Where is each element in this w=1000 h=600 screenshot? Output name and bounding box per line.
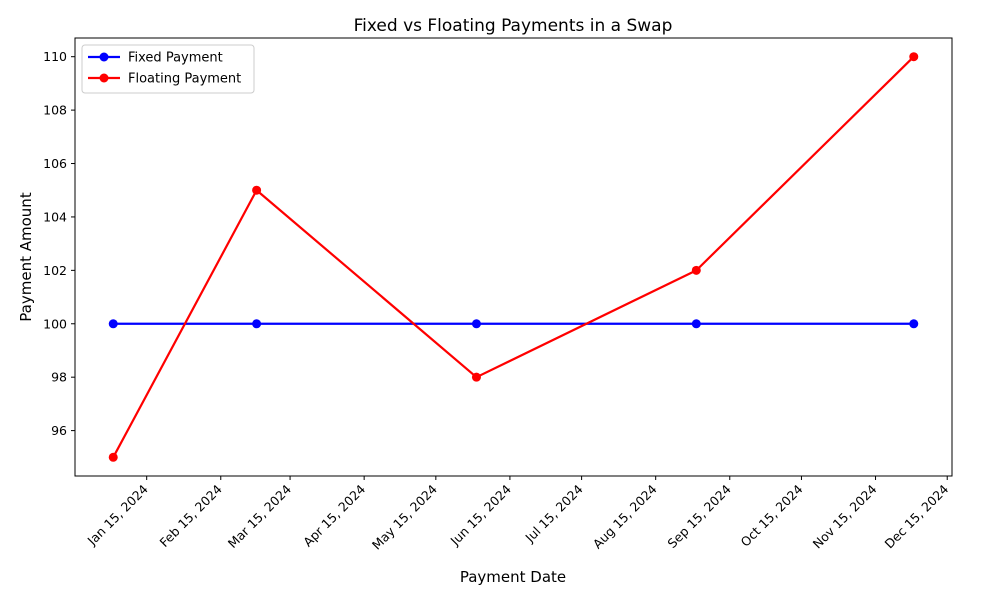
chart-title: Fixed vs Floating Payments in a Swap bbox=[354, 16, 673, 36]
x-tick-label: Oct 15, 2024 bbox=[738, 481, 806, 549]
x-axis: Jan 15, 2024 Feb 15, 2024 Mar 15, 2024 Apr … bbox=[84, 476, 951, 553]
series-layer bbox=[108, 52, 919, 462]
series-fixed-payment bbox=[108, 319, 919, 329]
data-point-floating-payment bbox=[108, 452, 118, 462]
data-point-fixed-payment bbox=[252, 319, 262, 329]
x-tick-label: Jan 15, 2024 bbox=[84, 481, 151, 548]
x-tick-label: Sep 15, 2024 bbox=[664, 481, 733, 550]
x-tick-label: Aug 15, 2024 bbox=[590, 481, 660, 551]
x-tick-label: Dec 15, 2024 bbox=[881, 481, 951, 551]
x-tick-label: Jul 15, 2024 bbox=[522, 481, 586, 545]
series-line-floating-payment bbox=[112, 55, 915, 458]
y-tick-label: 102 bbox=[43, 263, 67, 278]
x-tick-label: Nov 15, 2024 bbox=[810, 481, 880, 551]
y-tick-label: 100 bbox=[43, 316, 67, 331]
legend: Fixed Payment Floating Payment bbox=[81, 44, 255, 94]
legend-marker-floating-payment bbox=[99, 73, 109, 83]
y-tick-label: 110 bbox=[43, 49, 67, 64]
x-axis-label: Payment Date bbox=[460, 568, 566, 586]
data-point-fixed-payment bbox=[691, 319, 701, 329]
series-floating-payment bbox=[108, 52, 919, 462]
x-tick-label: Feb 15, 2024 bbox=[156, 481, 224, 549]
legend-label-fixed-payment: Fixed Payment bbox=[128, 51, 223, 66]
x-tick-label: Apr 15, 2024 bbox=[300, 481, 368, 549]
data-point-floating-payment bbox=[471, 372, 481, 382]
data-point-fixed-payment bbox=[909, 319, 919, 329]
y-tick-label: 98 bbox=[51, 370, 67, 385]
data-point-floating-payment bbox=[691, 265, 701, 275]
legend-box bbox=[81, 44, 255, 94]
data-point-floating-payment bbox=[909, 52, 919, 62]
data-point-fixed-payment bbox=[108, 319, 118, 329]
data-point-floating-payment bbox=[252, 185, 262, 195]
y-tick-label: 106 bbox=[43, 156, 67, 171]
x-tick-label: May 15, 2024 bbox=[369, 481, 440, 552]
data-point-fixed-payment bbox=[471, 319, 481, 329]
legend-label-floating-payment: Floating Payment bbox=[128, 72, 241, 87]
legend-marker-fixed-payment bbox=[99, 52, 109, 62]
y-axis: 96 98 100 102 104 106 108 110 bbox=[43, 49, 75, 438]
y-tick-label: 96 bbox=[51, 423, 67, 438]
x-tick-label: Mar 15, 2024 bbox=[225, 481, 294, 550]
y-tick-label: 108 bbox=[43, 103, 67, 118]
y-axis-label: Payment Amount bbox=[17, 192, 35, 322]
y-tick-label: 104 bbox=[43, 209, 67, 224]
x-tick-label: Jun 15, 2024 bbox=[447, 481, 514, 548]
plot-area bbox=[74, 37, 953, 477]
